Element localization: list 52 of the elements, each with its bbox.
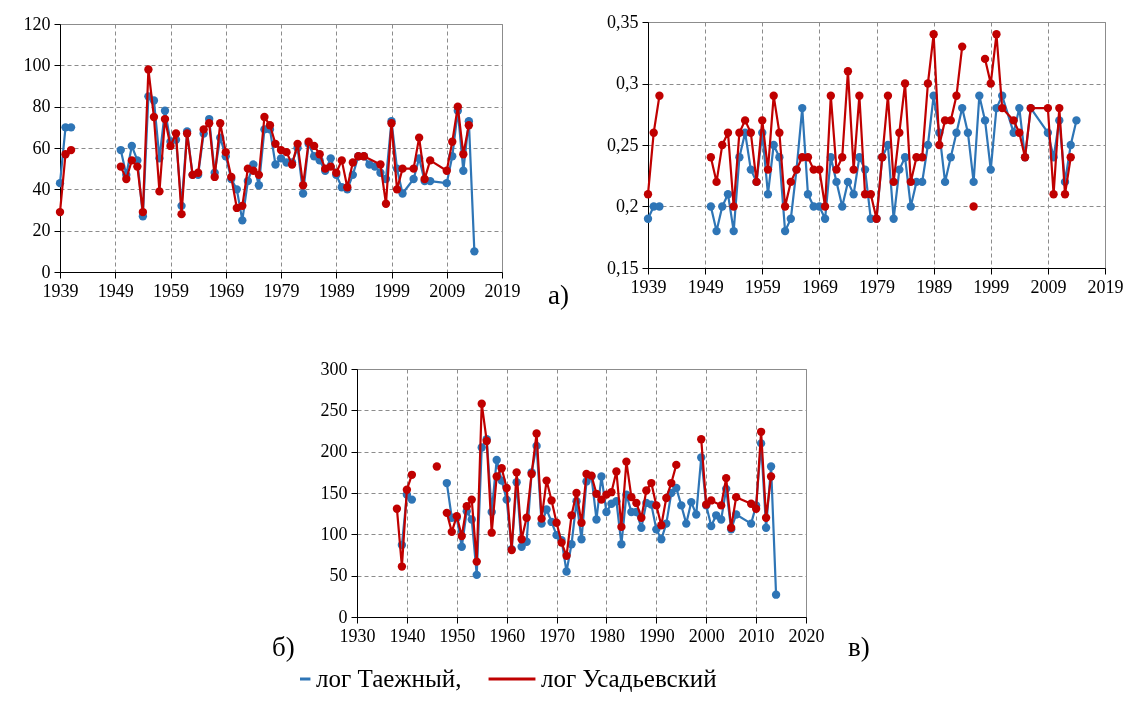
text: в) — [848, 632, 870, 663]
x-tick-label: 1969 — [801, 276, 838, 297]
y-tick-label: 80 — [32, 96, 51, 117]
y-tick-label: 0,2 — [616, 196, 639, 216]
y-tick-label: 40 — [32, 178, 51, 199]
x-tick-label: 1939 — [42, 280, 79, 301]
x-tick-label: 1989 — [318, 280, 355, 301]
y-tick-label: 0,25 — [607, 134, 639, 155]
x-tick-label: 1969 — [208, 280, 245, 301]
y-tick-label: 0 — [41, 261, 51, 282]
x-tick-label: 1959 — [744, 276, 781, 297]
x-tick-label: 1999 — [973, 276, 1010, 297]
y-tick-label: 120 — [23, 13, 51, 34]
x-tick-label: 2020 — [788, 625, 825, 646]
y-tick-label: 150 — [320, 482, 348, 503]
x-tick-label: 1940 — [389, 625, 426, 646]
x-tick-label: 1949 — [97, 280, 134, 301]
x-tick-label: 1960 — [489, 625, 526, 646]
y-tick-label: 0,35 — [607, 11, 639, 32]
y-tick-label: 0,15 — [607, 257, 639, 278]
x-tick-label: 1979 — [859, 276, 895, 297]
y-tick-label: 50 — [329, 565, 348, 586]
legend-label: лог Усадьевский — [541, 665, 717, 692]
y-tick-label: 20 — [32, 220, 51, 241]
x-tick-label: 1950 — [439, 625, 476, 646]
legend-label: лог Таежный, — [316, 665, 462, 692]
y-tick-label: 250 — [320, 399, 348, 420]
x-tick-label: 2019 — [484, 280, 521, 301]
x-tick-label: 2009 — [1030, 276, 1067, 297]
x-tick-label: 2000 — [688, 625, 725, 646]
x-tick-label: 1949 — [687, 276, 724, 297]
x-tick-label: 2019 — [1087, 276, 1124, 297]
x-tick-label: 1980 — [588, 625, 625, 646]
text: а) — [548, 280, 569, 311]
x-tick-label: 1959 — [153, 280, 189, 301]
x-tick-label: 1999 — [374, 280, 410, 301]
x-tick-label: 2009 — [429, 280, 466, 301]
x-tick-label: 1979 — [263, 280, 300, 301]
x-tick-label: 1939 — [630, 276, 667, 297]
y-tick-label: 0 — [338, 606, 348, 627]
y-tick-label: 100 — [23, 54, 51, 75]
x-tick-label: 1970 — [539, 625, 576, 646]
x-tick-label: 1989 — [916, 276, 953, 297]
y-tick-label: 0,3 — [616, 73, 639, 93]
y-tick-label: 300 — [320, 358, 348, 379]
x-tick-label: 1930 — [339, 625, 376, 646]
y-tick-label: 60 — [32, 137, 51, 158]
y-tick-label: 200 — [320, 441, 348, 462]
text: б) — [272, 632, 295, 663]
x-tick-label: 2010 — [738, 625, 775, 646]
y-tick-label: 100 — [320, 523, 348, 544]
x-tick-label: 1990 — [638, 625, 675, 646]
